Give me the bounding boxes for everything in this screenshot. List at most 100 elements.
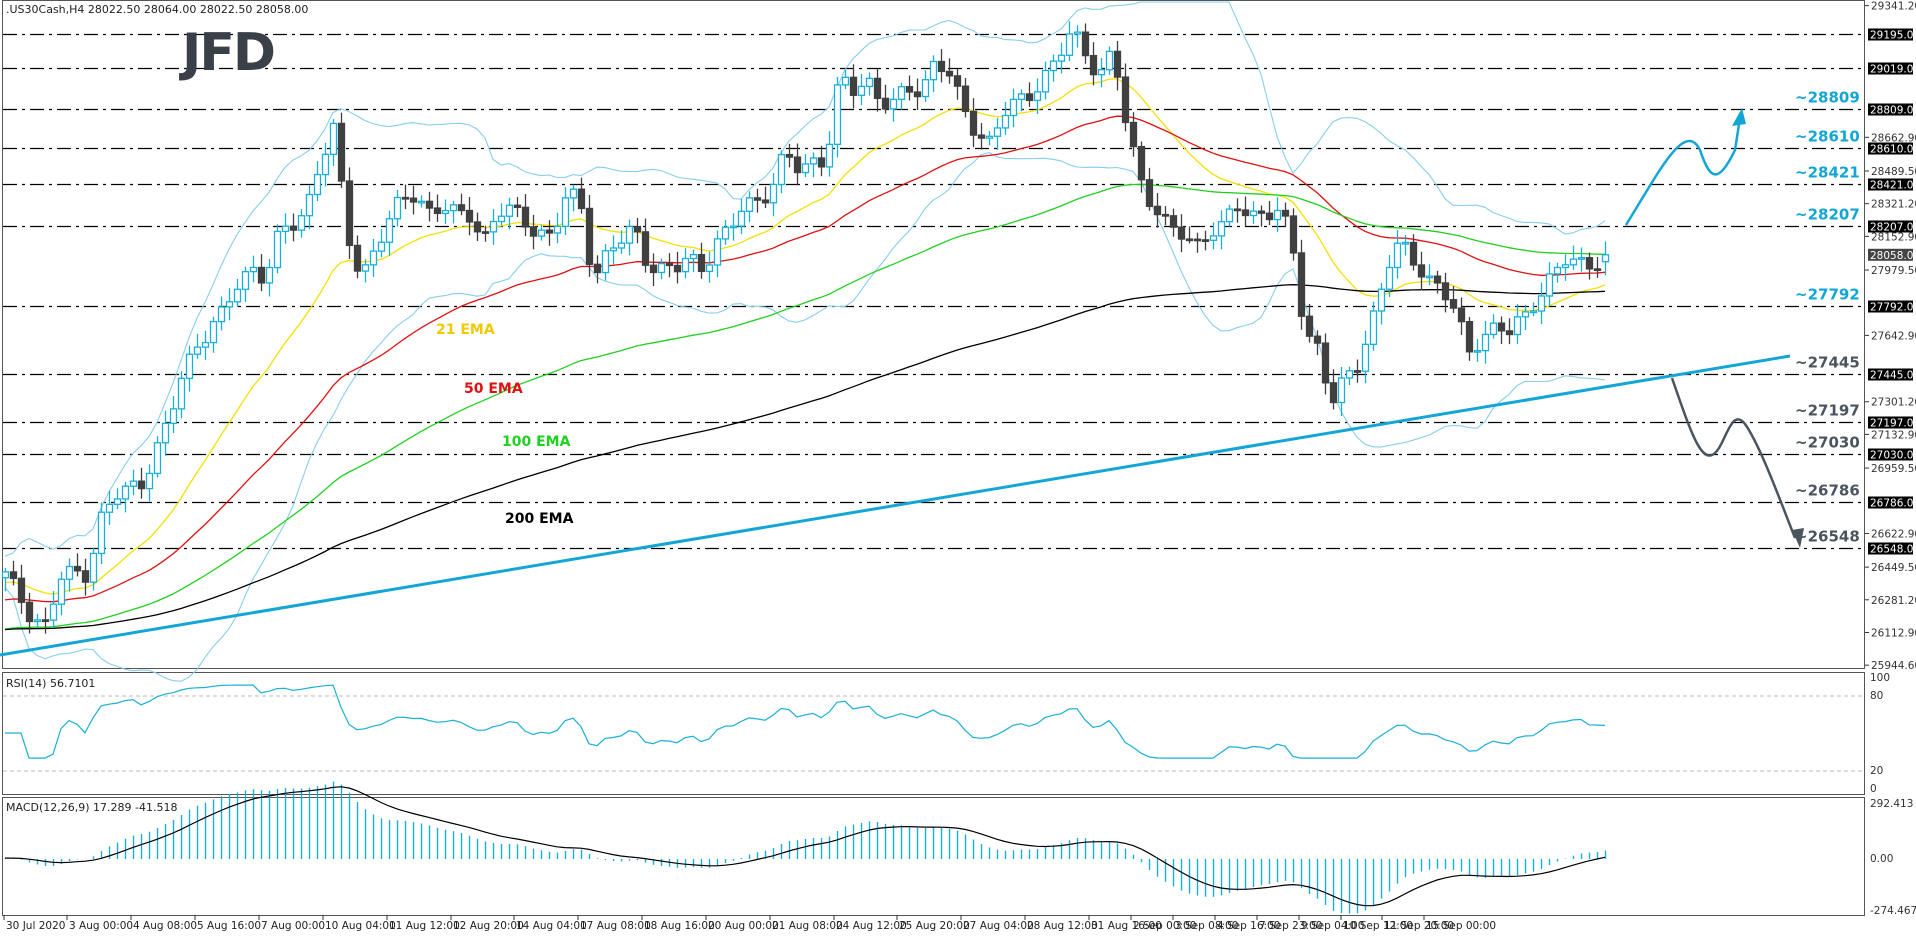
bull-candle	[1553, 266, 1562, 275]
bear-candle	[1129, 121, 1138, 148]
bear-candle	[673, 264, 682, 273]
svg-text:80: 80	[1870, 690, 1883, 702]
bear-candle	[1329, 382, 1338, 404]
level-tag	[1868, 300, 1913, 313]
date-label: 4 Aug 08:00	[133, 920, 197, 932]
bull-candle	[489, 220, 498, 233]
svg-text:28152.90: 28152.90	[1871, 231, 1916, 243]
bear-candle	[793, 156, 802, 174]
bear-candle	[1265, 212, 1274, 221]
bear-candle	[969, 110, 978, 136]
date-label: 17 Aug 08:00	[580, 920, 651, 932]
bull-candle	[169, 408, 178, 424]
bear-candle	[1145, 179, 1154, 208]
bull-candle	[417, 200, 426, 204]
horizontal-levels	[3, 33, 1864, 550]
bull-candle	[1561, 264, 1570, 269]
bull-candle	[1273, 209, 1282, 221]
bull-candle	[57, 578, 66, 605]
bear-candle	[585, 207, 594, 265]
svg-text:26112.90: 26112.90	[1871, 627, 1916, 639]
svg-text:26449.50: 26449.50	[1871, 562, 1916, 574]
svg-text:28809.00: 28809.00	[1870, 105, 1916, 117]
date-label: 24 Aug 12:00	[836, 920, 907, 932]
bull-candle	[273, 230, 282, 269]
date-label: 2 Sep 00:00	[1133, 920, 1196, 932]
bull-candle	[177, 377, 186, 410]
bear-candle	[1121, 76, 1130, 124]
bear-candle	[1305, 315, 1314, 337]
bull-candle	[833, 84, 842, 145]
svg-text:29341.20: 29341.20	[1871, 1, 1916, 13]
macd-histogram	[4, 781, 1607, 914]
svg-text:27445.00: 27445.00	[1870, 370, 1916, 382]
bull-candle	[329, 122, 338, 155]
bear-candle	[73, 565, 82, 572]
bear-candle	[977, 134, 986, 139]
bull-candle	[681, 257, 690, 273]
bear-candle	[953, 75, 962, 87]
trendline[interactable]	[0, 354, 1791, 657]
bull-candle	[657, 262, 666, 274]
level-label: ~27030	[1795, 434, 1860, 452]
bull-candle	[569, 188, 578, 199]
date-label: 30 Jul 2020	[6, 920, 65, 932]
bull-candle	[449, 204, 458, 212]
level-tag	[1868, 220, 1913, 233]
svg-text:26959.50: 26959.50	[1871, 463, 1916, 475]
bull-candle	[1057, 54, 1066, 62]
bull-candle	[1217, 221, 1226, 237]
bear-candle	[1113, 50, 1122, 78]
bull-candle	[185, 353, 194, 379]
bull-candle	[1001, 114, 1010, 129]
bull-candle	[321, 153, 330, 176]
level-tag	[1868, 178, 1913, 191]
date-label: 18 Aug 16:00	[644, 920, 715, 932]
level-tag	[1868, 416, 1913, 429]
svg-text:28489.50: 28489.50	[1871, 166, 1916, 178]
bull-candle	[233, 288, 242, 303]
bull-candle	[769, 183, 778, 204]
bear-candle	[1457, 307, 1466, 323]
bear-candle	[257, 266, 266, 284]
bull-candle	[1369, 310, 1378, 345]
bearish-path-arrow	[1670, 377, 1797, 539]
price-axis[interactable]: 29195.00 29019.00 28809.00 28610.00 28421.00…	[1865, 1, 1916, 673]
main-panel-frame	[2, 0, 1865, 669]
symbol-info: .US30Cash,H4 28022.50 28064.00 28022.50 …	[6, 3, 309, 16]
bear-candle	[961, 85, 970, 113]
bear-candle	[945, 70, 954, 77]
bull-candle	[745, 197, 754, 212]
date-label: 25 Aug 20:00	[899, 920, 970, 932]
bear-candle	[473, 221, 482, 233]
jfd-logo: JFD	[179, 23, 276, 83]
bull-candle	[65, 565, 74, 580]
bull-candle	[601, 250, 610, 274]
arrow-down-icon	[1792, 528, 1804, 548]
bull-candle	[1377, 288, 1386, 312]
bear-candle	[17, 577, 26, 603]
level-tag	[1868, 368, 1913, 381]
bull-candle	[1481, 333, 1490, 352]
bear-candle	[1289, 215, 1298, 254]
bear-candle	[1161, 213, 1170, 217]
level-label: ~28207	[1795, 206, 1860, 224]
bull-candle	[1521, 311, 1530, 318]
rsi-panel-frame	[2, 672, 1865, 795]
bear-candle	[1321, 342, 1330, 384]
date-axis[interactable]: 30 Jul 2020 3 Aug 00:00 4 Aug 08:00 5 Aug 1…	[3, 915, 1496, 932]
bull-candle	[993, 127, 1002, 137]
bull-candle	[161, 422, 170, 444]
bear-candle	[817, 157, 826, 168]
bull-candle	[1577, 257, 1586, 260]
level-label: ~28809	[1795, 89, 1860, 107]
bull-candle	[1473, 349, 1482, 353]
bear-candle	[753, 197, 762, 201]
bull-candle	[313, 173, 322, 196]
bull-candle	[441, 209, 450, 215]
date-label: 21 Aug 08:00	[772, 920, 843, 932]
bull-candle	[385, 218, 394, 243]
bull-candle	[281, 225, 290, 233]
bear-candle	[41, 619, 50, 623]
